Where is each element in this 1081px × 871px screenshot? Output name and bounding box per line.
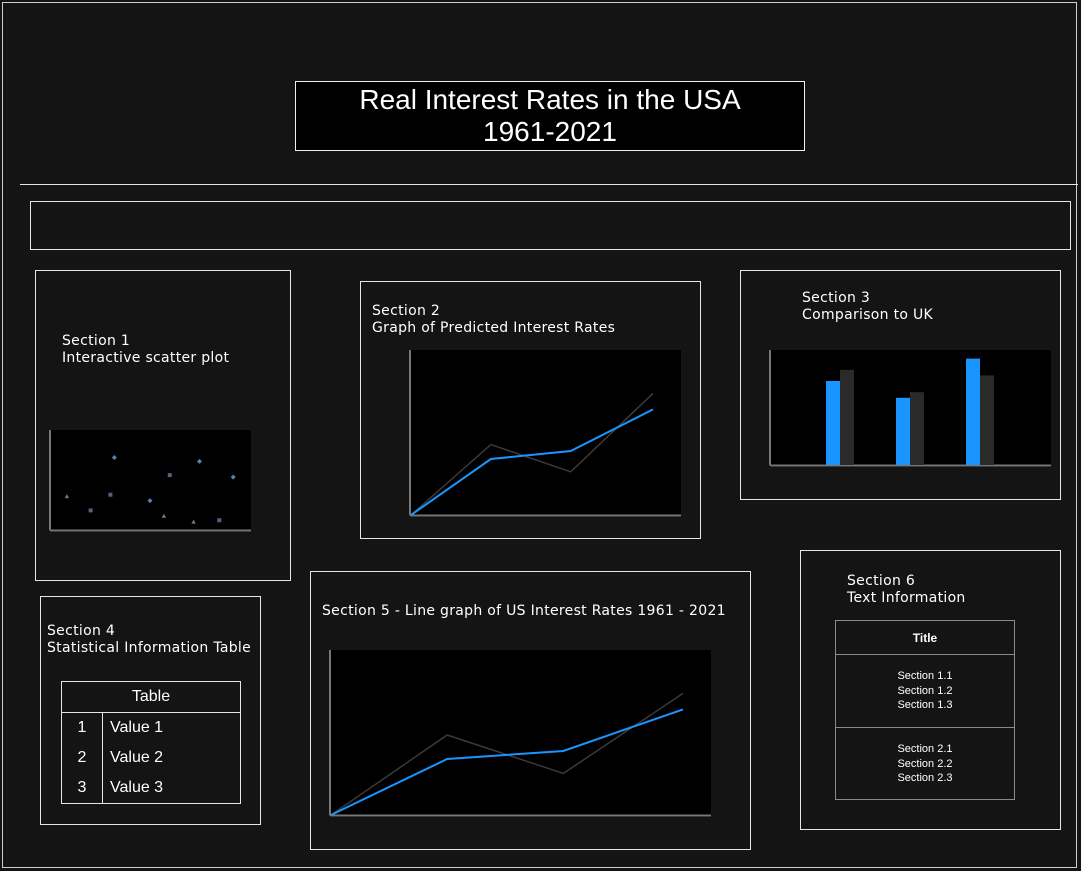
table-row: 1 Value 1 [62, 713, 241, 744]
section-5-label: Section 5 - Line graph of US Interest Ra… [322, 603, 726, 620]
row-value: Value 2 [103, 743, 241, 773]
row-number: 3 [62, 773, 103, 804]
cell-line: Section 1.3 [897, 698, 952, 713]
us-rates-chart [329, 650, 711, 817]
scatter-point [231, 475, 236, 480]
table-header: Table [62, 682, 241, 713]
scatter-plot[interactable] [49, 430, 251, 532]
series-line [411, 409, 653, 515]
bar [966, 359, 980, 465]
uk-comparison-svg [769, 350, 1051, 467]
cell-line: Section 1.2 [897, 684, 952, 699]
bar [910, 392, 924, 465]
scatter-svg[interactable] [49, 430, 251, 532]
text-info-title: Title [836, 621, 1014, 655]
section-1-label: Section 1 Interactive scatter plot [62, 333, 229, 367]
text-info-table: Title Section 1.1 Section 1.2 Section 1.… [835, 620, 1015, 800]
section-3-label: Section 3 Comparison to UK [802, 290, 933, 324]
bar [980, 375, 994, 465]
predicted-rates-svg [409, 350, 681, 517]
section-4-label: Section 4 Statistical Information Table [47, 623, 251, 657]
placeholder-bar [30, 201, 1071, 250]
cell-line: Section 2.1 [897, 742, 952, 757]
scatter-point [108, 493, 112, 497]
us-rates-svg [329, 650, 711, 817]
statistics-table: Table 1 Value 1 2 Value 2 3 Value 3 [61, 681, 241, 804]
series-line [331, 709, 683, 815]
uk-comparison-chart [769, 350, 1051, 467]
scatter-point [89, 508, 93, 512]
scatter-point [148, 498, 153, 503]
header-divider [20, 184, 1078, 185]
cell-line: Section 2.3 [897, 771, 952, 786]
scatter-point [65, 494, 69, 498]
section-6-label: Section 6 Text Information [847, 573, 966, 607]
row-value: Value 3 [103, 773, 241, 804]
row-number: 1 [62, 713, 103, 744]
cell-line: Section 1.1 [897, 669, 952, 684]
scatter-point [168, 473, 172, 477]
row-number: 2 [62, 743, 103, 773]
bar [896, 398, 910, 465]
scatter-point [162, 514, 166, 518]
title-box: Real Interest Rates in the USA 1961-2021 [295, 81, 805, 151]
section-2-label: Section 2 Graph of Predicted Interest Ra… [372, 303, 615, 337]
cell-line: Section 2.2 [897, 757, 952, 772]
bar [826, 381, 840, 465]
page-title: Real Interest Rates in the USA 1961-2021 [359, 84, 740, 148]
scatter-point [197, 459, 202, 464]
table-row: 2 Value 2 [62, 743, 241, 773]
table-row: 3 Value 3 [62, 773, 241, 804]
row-value: Value 1 [103, 713, 241, 744]
text-info-cell-2: Section 2.1 Section 2.2 Section 2.3 [836, 728, 1014, 800]
text-info-cell-1: Section 1.1 Section 1.2 Section 1.3 [836, 655, 1014, 728]
predicted-rates-chart [409, 350, 681, 517]
scatter-point [112, 455, 117, 460]
bar [840, 370, 854, 465]
scatter-point [217, 518, 221, 522]
scatter-point [191, 520, 195, 524]
section-1-panel [35, 270, 291, 581]
